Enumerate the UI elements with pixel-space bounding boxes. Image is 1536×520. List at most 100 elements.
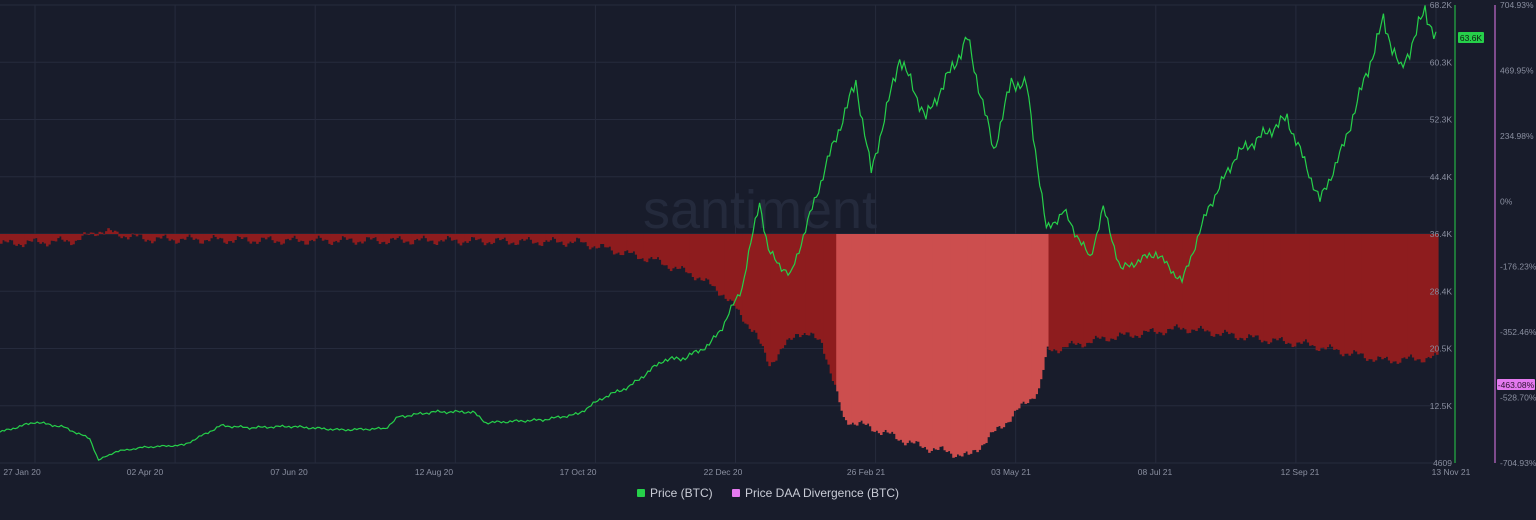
divergence-bar [1127,234,1130,333]
divergence-bar [256,234,259,244]
divergence-bar [520,234,524,239]
divergence-bar [1350,234,1354,354]
divergence-bar [1326,234,1330,348]
legend-item-price[interactable]: Price (BTC) [636,486,713,500]
divergence-bar [299,234,303,241]
divergence-bar [704,234,708,279]
divergence-bar [1407,234,1411,357]
divergence-bar [757,234,760,340]
divergence-bar [359,234,362,242]
divergence-bar [1306,234,1310,343]
divergence-bar [573,234,577,242]
divergence-bar [111,232,115,234]
current-price-badge [1458,32,1484,43]
divergence-bar [840,234,844,411]
divergence-bar [437,234,441,242]
divergence-bar [348,234,351,239]
divergence-bar [181,234,185,239]
divergence-bar [505,234,509,242]
divergence-bar [761,234,765,347]
divergence-bar [1057,234,1060,354]
divergence-bar [363,234,366,242]
divergence-bar [915,234,918,442]
divergence-bar [1394,234,1397,362]
chart-svg[interactable]: santiment 68.2K 60.3K 52.3K 44.4K 36.4K 28.4K… [0,0,1536,480]
divergence-bar [1006,234,1010,423]
divergence-bar [475,234,478,241]
divergence-bar [595,234,598,249]
divergence-bar [398,234,401,237]
divergence-bar [816,234,820,340]
divergence-bar [963,234,966,454]
divergence-bar [842,234,846,418]
divergence-bar [814,234,817,339]
divergence-bar [1363,234,1367,359]
divergence-tick-label: -176.23% [1500,262,1536,272]
divergence-tick-label: 234.98% [1500,131,1534,141]
divergence-bar [560,234,563,242]
divergence-bar [378,234,382,244]
divergence-bar [1228,234,1231,335]
divergence-bar [676,234,679,269]
divergence-bar [888,234,892,434]
divergence-bar [216,234,220,240]
divergence-bar [380,234,384,243]
divergence-bar [1085,234,1089,343]
divergence-bar [1171,234,1174,330]
divergence-bar [76,234,80,241]
divergence-bar [1031,234,1034,399]
divergence-bar [779,234,782,350]
divergence-bar [321,234,325,241]
divergence-bar [875,234,879,431]
divergence-bar [102,234,106,235]
divergence-bar [41,234,45,243]
divergence-bar [120,234,123,239]
divergence-bar [606,234,609,248]
divergence-bar [113,230,117,234]
divergence-bar [645,234,649,263]
divergence-bar [144,234,148,242]
divergence-bar [930,234,933,451]
divergence-bar [6,234,10,243]
divergence-bar [807,234,811,336]
divergence-bar [1136,234,1139,337]
divergence-bar [794,234,798,335]
divergence-bar [722,234,725,295]
divergence-bar [866,234,870,424]
x-tick-label: 27 Jan 20 [3,467,41,477]
divergence-bar [777,234,780,355]
divergence-bar [1260,234,1264,343]
divergence-bar [901,234,905,443]
divergence-bar [1263,234,1266,341]
divergence-bar [43,234,47,244]
divergence-bar [1072,234,1076,344]
divergence-bar [407,234,410,242]
divergence-bar [976,234,979,453]
divergence-bar [680,234,684,267]
legend-swatch-divergence [731,489,740,497]
divergence-bar [1208,234,1211,332]
divergence-bar [1144,234,1148,332]
divergence-bar [1164,234,1168,334]
divergence-bar [658,234,662,260]
divergence-bar [431,234,434,241]
divergence-bar [334,234,338,241]
divergence-bar [796,234,800,335]
divergence-bar [448,234,452,238]
divergence-bar [801,234,804,335]
divergence-bar [912,234,916,444]
divergence-bar [1379,234,1382,357]
divergence-bar [823,234,826,354]
divergence-bar [1282,234,1286,342]
divergence-bar [869,234,872,427]
divergence-bar [1015,234,1019,410]
divergence-bar [245,234,248,238]
legend-item-divergence[interactable]: Price DAA Divergence (BTC) [731,486,899,500]
divergence-bar [45,234,49,247]
divergence-bar [470,234,474,237]
divergence-bar [693,234,697,281]
divergence-bar [755,234,758,333]
divergence-bar [1024,234,1028,404]
current-value-badges: 63.6K -463.08% [1458,32,1535,390]
divergence-bar [932,234,936,449]
